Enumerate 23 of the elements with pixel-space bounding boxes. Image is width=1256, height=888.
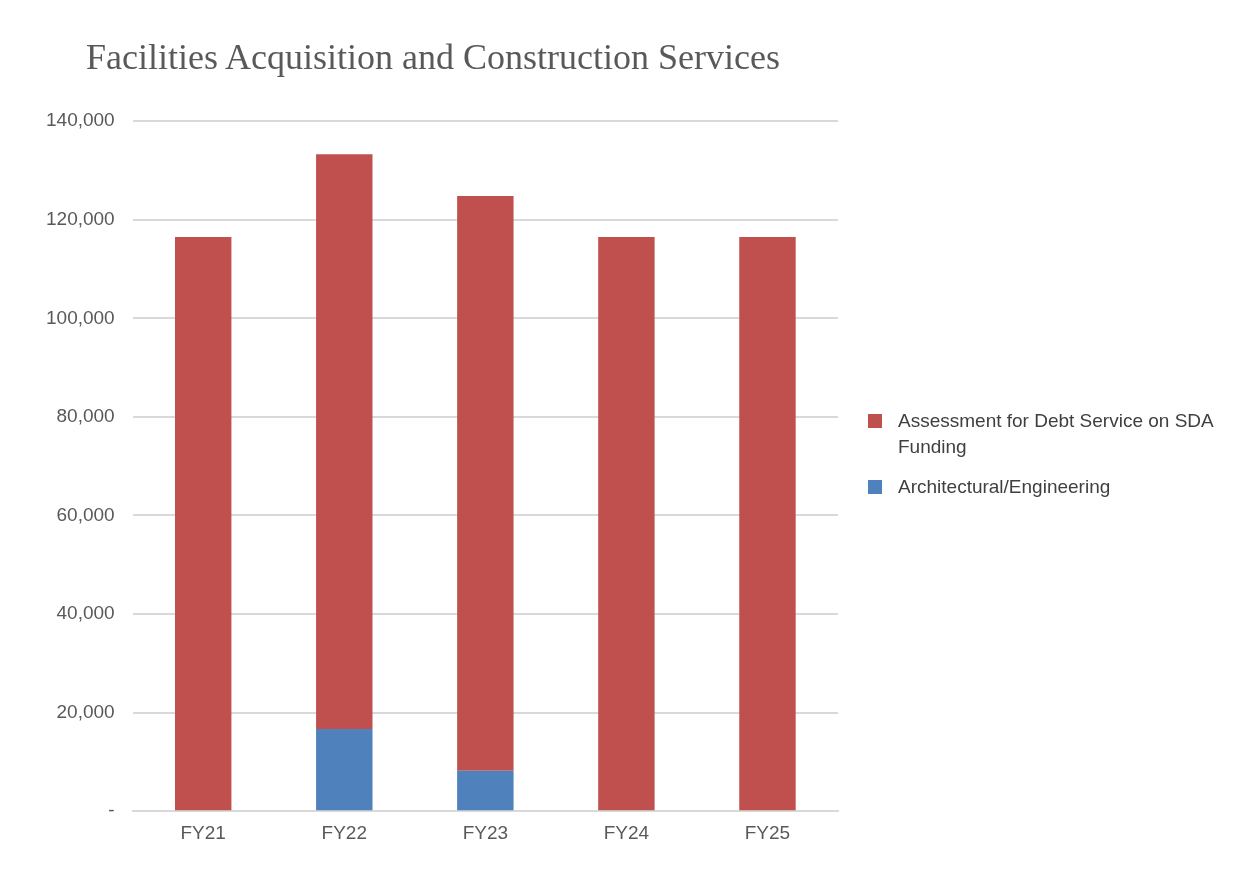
y-tick-label: 100,000 <box>45 306 115 328</box>
bar <box>598 237 655 811</box>
y-tick-label: 140,000 <box>45 109 115 131</box>
bar <box>316 154 373 729</box>
chart-title: Facilities Acquisition and Construction Services <box>86 37 780 78</box>
bar <box>175 237 232 811</box>
x-tick-label: FY21 <box>180 821 226 843</box>
x-tick-label: FY22 <box>321 821 367 843</box>
bar <box>316 728 373 811</box>
bar <box>457 770 514 811</box>
bar <box>457 196 514 771</box>
x-tick-label: FY24 <box>603 821 650 843</box>
y-tick-label: 20,000 <box>56 700 115 722</box>
y-tick-label: 60,000 <box>56 503 115 525</box>
y-tick-label: 120,000 <box>45 208 115 230</box>
bar <box>739 237 796 811</box>
y-tick-label: 40,000 <box>56 602 115 624</box>
legend-label: Architectural/Engineering <box>898 475 1111 499</box>
y-tick-label: 80,000 <box>56 405 115 427</box>
x-tick-label: FY23 <box>462 821 509 843</box>
y-tick-label: - <box>108 799 115 821</box>
legend-label: Assessment for Debt Service on SDA Funding <box>898 409 1215 459</box>
x-tick-label: FY25 <box>744 821 791 843</box>
